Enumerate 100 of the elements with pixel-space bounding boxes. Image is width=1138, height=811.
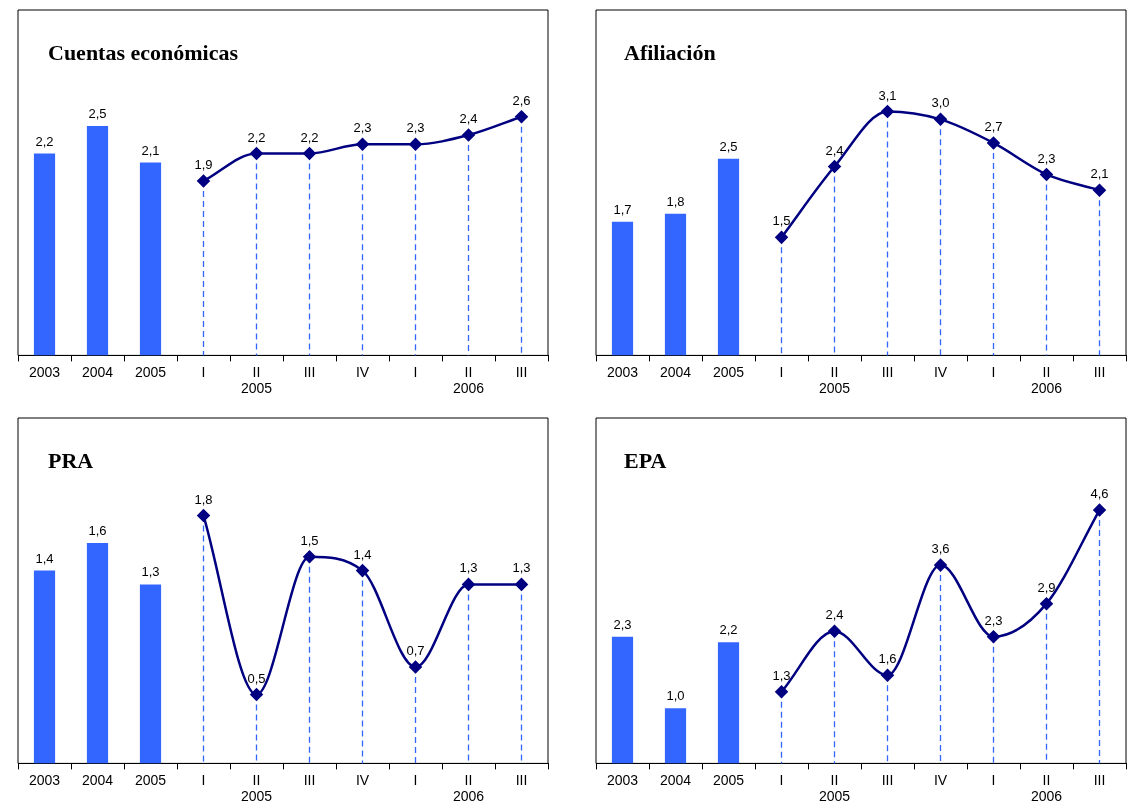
point	[515, 578, 528, 591]
x-tick-label: 2003	[606, 363, 639, 380]
data-label: 2,5	[719, 138, 738, 154]
point	[987, 630, 1000, 643]
point	[303, 147, 316, 160]
data-label: 1,3	[459, 560, 478, 576]
data-label: 0,5	[247, 670, 266, 686]
data-label: 3,1	[878, 87, 897, 103]
point	[250, 147, 263, 160]
point	[881, 669, 894, 682]
x-tick-label: I	[413, 771, 418, 788]
data-label: 1,6	[88, 523, 107, 539]
data-label: 2,2	[719, 622, 738, 638]
x-tick-label: I	[413, 363, 418, 380]
data-label: 3,6	[931, 541, 950, 557]
data-label: 1,8	[666, 193, 685, 209]
data-label: 1,4	[353, 546, 372, 562]
data-label: 1,8	[194, 491, 213, 507]
data-label: 2,5	[88, 105, 107, 121]
data-label: 1,3	[512, 560, 531, 576]
x-tick-label: 2003	[606, 771, 639, 788]
point	[409, 138, 422, 151]
data-label: 1,3	[772, 667, 791, 683]
data-label: 2,3	[353, 120, 372, 136]
x-tick-label: I	[201, 771, 206, 788]
point	[934, 558, 947, 572]
data-label: 2,2	[300, 129, 319, 145]
data-label: 2,9	[1037, 579, 1056, 595]
x-tick-label: 2005	[134, 363, 167, 380]
data-label: 2,4	[459, 111, 478, 127]
point	[1093, 183, 1106, 197]
point	[356, 138, 369, 151]
point	[775, 231, 788, 244]
chart-title: Cuentas económicas	[48, 40, 239, 65]
point	[462, 578, 475, 591]
x-tick-label: 2003	[28, 363, 61, 380]
data-label: 2,2	[247, 129, 266, 145]
x-tick-label: II 2006	[1030, 363, 1063, 397]
x-tick-label: 2005	[712, 363, 745, 380]
x-tick-label: 2004	[81, 771, 114, 788]
x-tick-label: III	[515, 771, 528, 788]
point	[462, 128, 475, 142]
point	[1040, 597, 1053, 610]
data-label: 1,0	[666, 688, 685, 704]
x-tick-label: 2004	[659, 363, 692, 380]
x-tick-label: II 2005	[818, 363, 851, 397]
x-tick-label: IV	[933, 363, 948, 380]
data-label: 2,1	[1090, 166, 1109, 182]
chart-title: Afiliación	[624, 40, 716, 65]
chart-title: PRA	[48, 448, 94, 473]
data-label: 2,4	[825, 142, 844, 158]
point	[881, 105, 894, 118]
x-tick-label: II 2006	[1030, 771, 1063, 805]
x-tick-label: II 2005	[818, 771, 851, 805]
data-label: 2,3	[984, 612, 1003, 628]
x-tick-label: IV	[355, 771, 370, 788]
point	[303, 550, 316, 564]
data-label: 1,6	[878, 651, 897, 667]
data-label: 2,3	[1037, 150, 1056, 166]
data-label: 2,1	[141, 142, 160, 158]
point	[987, 136, 1000, 150]
x-tick-label: II 2005	[240, 363, 273, 397]
x-tick-label: I	[779, 363, 784, 380]
x-tick-label: III	[303, 771, 316, 788]
x-tick-label: 2005	[712, 771, 745, 788]
data-label: 4,6	[1090, 486, 1109, 502]
x-tick-label: II 2005	[240, 771, 273, 805]
x-tick-label: III	[1093, 363, 1106, 380]
x-tick-label: 2003	[28, 771, 61, 788]
x-tick-label: 2005	[134, 771, 167, 788]
point	[356, 564, 369, 577]
x-tick-label: III	[881, 771, 894, 788]
x-tick-label: IV	[933, 771, 948, 788]
x-tick-label: I	[779, 771, 784, 788]
data-label: 1,9	[194, 157, 213, 173]
x-tick-label: II 2006	[452, 771, 485, 805]
point	[828, 160, 841, 173]
data-label: 3,0	[931, 95, 950, 111]
x-tick-label: 2004	[659, 771, 692, 788]
x-tick-label: III	[515, 363, 528, 380]
point	[775, 685, 788, 699]
data-label: 2,3	[406, 120, 425, 136]
data-label: 1,3	[141, 564, 160, 580]
x-tick-label: IV	[355, 363, 370, 380]
chart-title: EPA	[624, 448, 667, 473]
data-label: 1,4	[35, 550, 54, 566]
x-tick-label: III	[1093, 771, 1106, 788]
point	[828, 624, 841, 638]
point	[409, 660, 422, 674]
data-label: 1,5	[300, 532, 319, 548]
point	[1093, 503, 1106, 517]
x-tick-label: III	[303, 363, 316, 380]
data-label: 1,5	[772, 213, 791, 229]
data-label: 2,7	[984, 119, 1003, 135]
point	[934, 113, 947, 126]
x-tick-label: II 2006	[452, 363, 485, 397]
data-label: 0,7	[406, 643, 425, 659]
data-label: 2,2	[35, 133, 54, 149]
x-tick-label: I	[991, 771, 996, 788]
point	[197, 174, 210, 188]
